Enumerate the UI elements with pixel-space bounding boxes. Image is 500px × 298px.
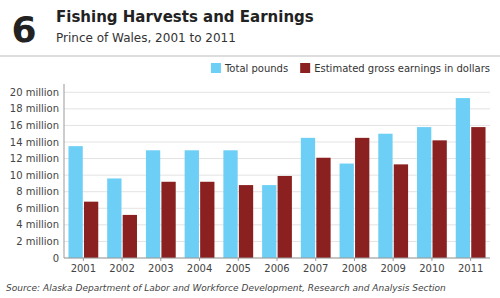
background — [0, 0, 500, 298]
legend-swatch — [211, 63, 221, 73]
bar — [123, 215, 137, 258]
y-tick-label: 10 million — [10, 170, 59, 181]
grid-line — [64, 258, 490, 259]
bar — [146, 150, 160, 258]
x-tick-label: 2006 — [264, 263, 289, 274]
y-tick-label: 8 million — [16, 186, 59, 197]
x-axis-line — [64, 258, 490, 259]
x-tick-label: 2011 — [458, 263, 483, 274]
y-tick-label: 0 — [53, 253, 59, 264]
bar — [278, 176, 292, 258]
bar — [68, 146, 82, 258]
figure-number: 6 — [11, 9, 36, 50]
y-tick-label: 6 million — [16, 203, 59, 214]
y-tick-label: 4 million — [16, 219, 59, 230]
bar — [185, 150, 199, 258]
y-tick-label: 16 million — [10, 120, 59, 131]
bar — [471, 127, 485, 258]
bar — [456, 98, 470, 258]
x-tick-label: 2002 — [109, 263, 134, 274]
bar — [84, 202, 98, 258]
x-tick-label: 2003 — [148, 263, 173, 274]
bar — [239, 185, 253, 258]
y-axis-line — [64, 84, 65, 258]
legend-label: Total pounds — [224, 63, 288, 74]
bar — [223, 150, 237, 258]
bar — [262, 185, 276, 258]
subtitle: Prince of Wales, 2001 to 2011 — [56, 31, 236, 45]
legend-swatch — [300, 63, 310, 73]
bar — [394, 164, 408, 258]
bar — [316, 158, 330, 258]
bar — [355, 138, 369, 258]
x-tick-label: 2001 — [71, 263, 96, 274]
divider — [0, 56, 500, 57]
grid-line — [64, 92, 490, 93]
bars — [68, 98, 485, 258]
bar — [200, 182, 214, 258]
x-tick-label: 2004 — [187, 263, 212, 274]
x-tick-label: 2007 — [303, 263, 328, 274]
bar — [340, 164, 354, 258]
bar — [417, 127, 431, 258]
y-tick-label: 14 million — [10, 137, 59, 148]
bar — [301, 138, 315, 258]
bar — [433, 140, 447, 258]
grid-line — [64, 125, 490, 126]
bar — [378, 134, 392, 258]
grid-line — [64, 108, 490, 109]
x-tick-label: 2010 — [419, 263, 444, 274]
y-tick-label: 12 million — [10, 153, 59, 164]
source: Source: Alaska Department of Labor and W… — [6, 283, 446, 293]
x-tick-label: 2009 — [380, 263, 405, 274]
title: Fishing Harvests and Earnings — [56, 8, 314, 26]
bar — [161, 182, 175, 258]
legend: Estimated gross earnings in dollars Total… — [211, 63, 490, 74]
y-tick-label: 20 million — [10, 87, 59, 98]
x-tick-label: 2005 — [226, 263, 251, 274]
legend-label: Estimated gross earnings in dollars — [314, 63, 490, 74]
x-tick-label: 2008 — [342, 263, 367, 274]
bar — [107, 178, 121, 258]
y-tick-label: 2 million — [16, 236, 59, 247]
y-tick-label: 18 million — [10, 103, 59, 114]
